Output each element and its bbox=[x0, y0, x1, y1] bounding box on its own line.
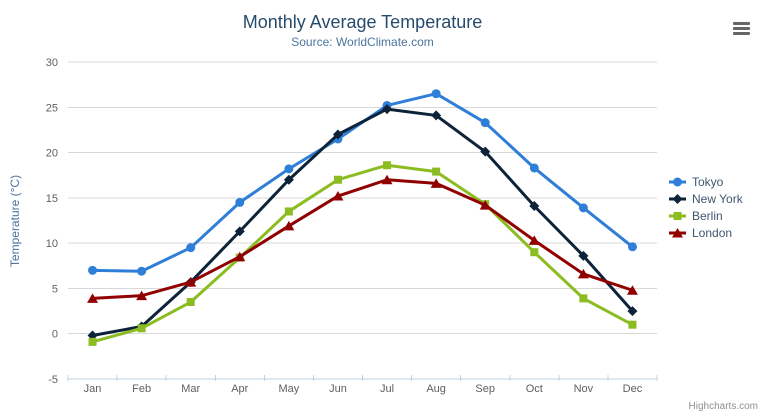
data-point-tokyo[interactable] bbox=[529, 163, 539, 173]
data-point-tokyo[interactable] bbox=[235, 197, 245, 207]
data-point-new-york[interactable] bbox=[382, 104, 393, 115]
data-point-new-york[interactable] bbox=[332, 129, 343, 140]
legend-label: Tokyo bbox=[692, 175, 724, 189]
data-point-tokyo[interactable] bbox=[137, 266, 147, 276]
data-point-london[interactable] bbox=[626, 285, 638, 295]
series-new-york bbox=[87, 104, 638, 341]
x-axis-label: Mar bbox=[181, 383, 200, 395]
y-axis-label: 15 bbox=[46, 193, 58, 205]
y-axis-label: 25 bbox=[46, 102, 58, 114]
y-axis-label: 20 bbox=[46, 148, 58, 160]
hamburger-bar bbox=[733, 31, 750, 35]
data-point-berlin[interactable] bbox=[333, 175, 342, 184]
data-point-new-york[interactable] bbox=[480, 146, 491, 157]
data-point-london[interactable] bbox=[87, 293, 99, 303]
data-point-london[interactable] bbox=[381, 174, 393, 185]
data-point-berlin[interactable] bbox=[579, 294, 588, 303]
legend-label: Berlin bbox=[692, 209, 723, 223]
diamond-series-marker-icon bbox=[669, 194, 686, 204]
chart-subtitle: Source: WorldClimate.com bbox=[291, 35, 434, 49]
series-london bbox=[87, 174, 638, 303]
data-point-tokyo[interactable] bbox=[284, 164, 294, 174]
data-point-london[interactable] bbox=[577, 268, 589, 279]
y-axis-title-wrap: Temperature (°C) bbox=[2, 62, 28, 379]
triangle-series-marker-icon bbox=[669, 228, 686, 238]
hamburger-bar bbox=[733, 26, 750, 30]
x-axis-label: Aug bbox=[426, 383, 446, 395]
data-point-london[interactable] bbox=[185, 277, 197, 287]
legend-marker[interactable] bbox=[673, 212, 682, 220]
x-axis-label: May bbox=[278, 383, 299, 395]
data-point-tokyo[interactable] bbox=[431, 89, 441, 99]
x-axis-label: Sep bbox=[475, 383, 495, 395]
data-point-new-york[interactable] bbox=[529, 201, 540, 212]
series-line-new-york bbox=[91, 107, 634, 338]
x-axis-label: Nov bbox=[574, 383, 594, 395]
data-point-berlin[interactable] bbox=[628, 320, 637, 329]
y-axis-label: 10 bbox=[46, 238, 58, 250]
data-point-new-york[interactable] bbox=[283, 174, 294, 185]
data-point-tokyo[interactable] bbox=[88, 265, 98, 275]
legend-marker[interactable] bbox=[673, 177, 682, 187]
x-axis-label: Dec bbox=[623, 383, 643, 395]
data-point-berlin[interactable] bbox=[383, 161, 392, 170]
series-tokyo bbox=[88, 89, 637, 276]
data-point-london[interactable] bbox=[283, 220, 295, 231]
hamburger-bar bbox=[733, 21, 750, 25]
legend-label: London bbox=[692, 226, 733, 240]
legend-item-london[interactable]: London bbox=[669, 225, 743, 241]
x-axis-label: Oct bbox=[526, 383, 543, 395]
data-point-new-york[interactable] bbox=[578, 250, 589, 261]
data-point-berlin[interactable] bbox=[186, 298, 195, 307]
data-point-new-york[interactable] bbox=[627, 306, 638, 317]
x-axis-label: Jun bbox=[329, 383, 347, 395]
x-axis-label: Jan bbox=[84, 383, 102, 395]
square-series-marker-icon bbox=[669, 212, 686, 220]
y-axis-label: -5 bbox=[48, 374, 58, 386]
y-axis-label: 5 bbox=[52, 283, 58, 295]
legend-label: New York bbox=[692, 192, 743, 206]
data-point-new-york[interactable] bbox=[234, 226, 245, 237]
data-point-tokyo[interactable] bbox=[186, 243, 196, 253]
data-point-london[interactable] bbox=[528, 235, 540, 245]
credits-link[interactable]: Highcharts.com bbox=[688, 401, 758, 412]
data-point-london[interactable] bbox=[234, 251, 246, 262]
series-line-berlin bbox=[91, 163, 634, 344]
data-point-berlin[interactable] bbox=[432, 167, 441, 176]
x-axis-label: Feb bbox=[132, 383, 151, 395]
x-axis-label: Apr bbox=[231, 383, 248, 395]
y-axis-label: 0 bbox=[52, 329, 58, 341]
data-point-new-york[interactable] bbox=[431, 110, 442, 121]
data-point-berlin[interactable] bbox=[88, 337, 97, 346]
data-point-berlin[interactable] bbox=[284, 207, 293, 216]
x-axis-label: Jul bbox=[380, 383, 394, 395]
data-point-berlin[interactable] bbox=[530, 248, 539, 257]
data-point-tokyo[interactable] bbox=[578, 203, 588, 213]
data-point-london[interactable] bbox=[332, 191, 344, 201]
chart-title: Monthly Average Temperature bbox=[242, 12, 483, 32]
legend-item-tokyo[interactable]: Tokyo bbox=[669, 174, 743, 190]
data-point-london[interactable] bbox=[430, 178, 442, 188]
legend-item-berlin[interactable]: Berlin bbox=[669, 208, 743, 224]
y-axis-label: 30 bbox=[46, 57, 58, 69]
y-axis-title: Temperature (°C) bbox=[8, 174, 22, 267]
hamburger-icon[interactable] bbox=[731, 19, 752, 37]
legend-item-new-york[interactable]: New York bbox=[669, 191, 743, 207]
circle-series-marker-icon bbox=[669, 177, 686, 187]
legend: Tokyo New York Berlin London bbox=[669, 174, 743, 241]
legend-marker[interactable] bbox=[672, 228, 683, 238]
data-point-tokyo[interactable] bbox=[627, 242, 637, 252]
series-line-london bbox=[91, 178, 634, 300]
data-point-tokyo[interactable] bbox=[480, 118, 490, 128]
data-point-london[interactable] bbox=[136, 290, 148, 301]
data-point-london[interactable] bbox=[479, 200, 491, 210]
legend-marker[interactable] bbox=[672, 194, 683, 204]
data-point-berlin[interactable] bbox=[137, 324, 146, 333]
